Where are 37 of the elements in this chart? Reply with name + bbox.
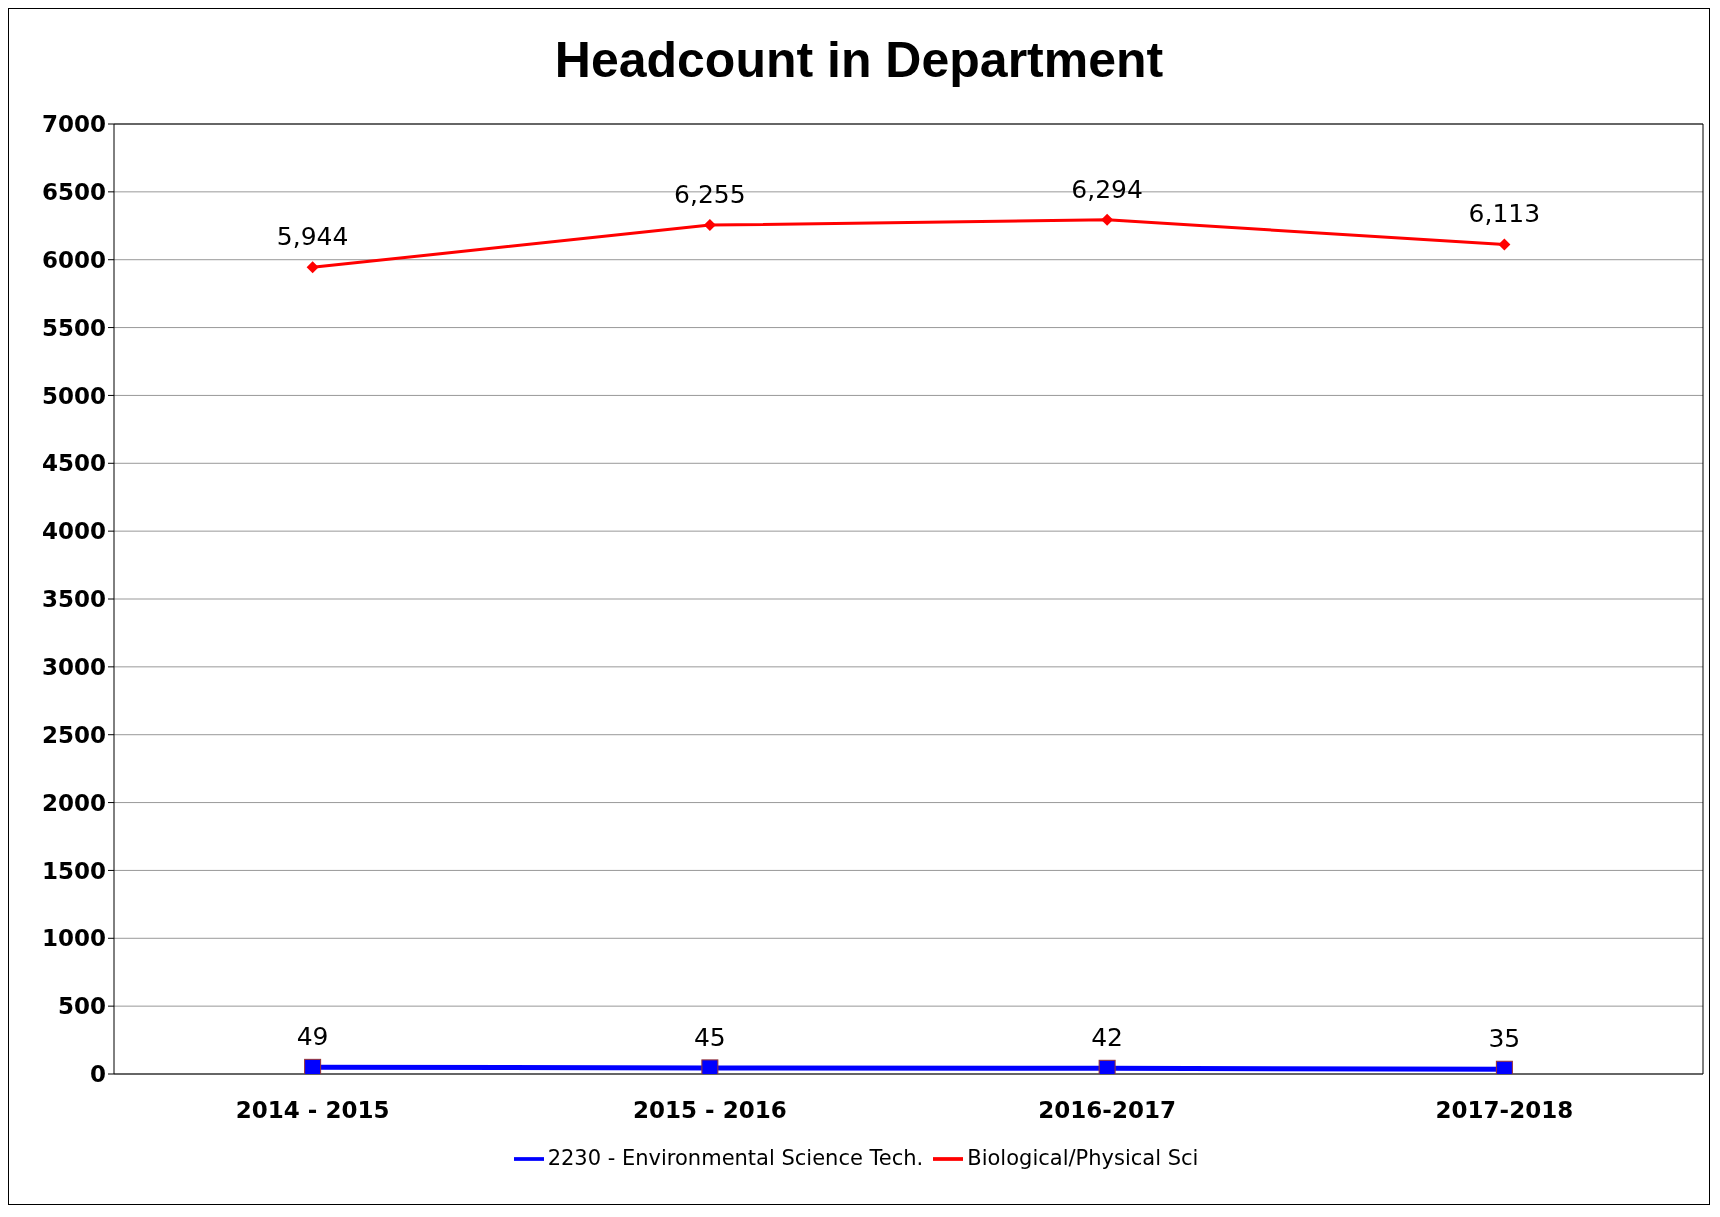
y-tick-label: 7000 — [41, 111, 106, 138]
point — [703, 219, 716, 232]
data-label: 42 — [1091, 1023, 1124, 1053]
point — [701, 1059, 719, 1074]
y-tick-label: 3000 — [41, 654, 106, 681]
legend-label: Biological/Physical Sci — [967, 1146, 1199, 1170]
y-tick-label: 2000 — [41, 789, 106, 816]
x-tick-label: 2015 - 2016 — [633, 1097, 787, 1124]
point — [304, 1058, 322, 1074]
x-tick-label: 2016-2017 — [1038, 1097, 1176, 1124]
data-label: 49 — [296, 1022, 329, 1052]
x-tick-label: 2014 - 2015 — [235, 1097, 390, 1124]
point — [1098, 1059, 1116, 1074]
y-tick-label: 6500 — [41, 179, 106, 206]
y-tick-label: 1500 — [41, 857, 106, 884]
point — [1498, 238, 1511, 251]
data-label: 6,255 — [674, 180, 746, 210]
y-tick-label: 4000 — [41, 518, 106, 545]
y-tick-label: 2500 — [41, 721, 106, 748]
y-tick-label: 500 — [57, 993, 106, 1020]
y-tick-label: 4500 — [41, 450, 106, 477]
y-tick-label: 6000 — [41, 246, 106, 273]
y-tick-label: 3500 — [41, 586, 106, 613]
x-tick-label: 2017-2018 — [1435, 1097, 1574, 1124]
chart-title: Headcount in Department — [553, 31, 1165, 89]
data-label: 6,113 — [1468, 199, 1541, 229]
y-tick-label: 1000 — [41, 925, 106, 952]
point — [306, 261, 319, 274]
y-tick-label: 0 — [89, 1061, 106, 1088]
point — [1101, 213, 1114, 226]
y-tick-label: 5500 — [41, 314, 106, 341]
data-label: 5,944 — [276, 222, 349, 252]
data-label: 45 — [693, 1022, 726, 1052]
data-label: 6,294 — [1071, 174, 1143, 204]
data-label: 35 — [1488, 1024, 1521, 1054]
legend-label: 2230 - Environmental Science Tech. — [547, 1146, 924, 1170]
y-tick-label: 5000 — [41, 382, 106, 409]
